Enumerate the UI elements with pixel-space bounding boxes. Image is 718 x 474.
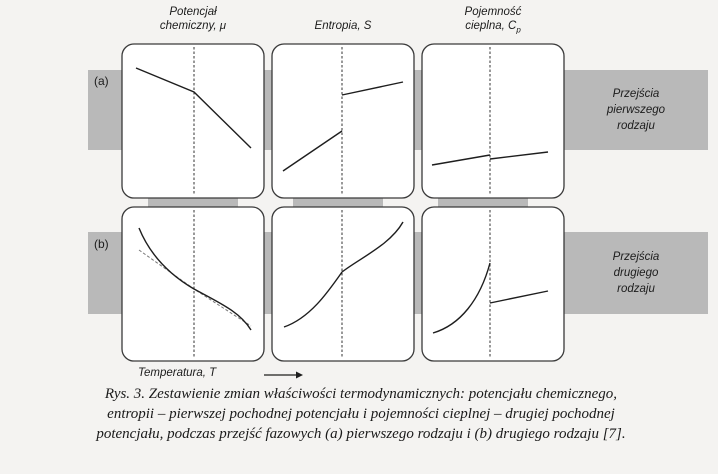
column-header-line: chemiczny, μ bbox=[159, 20, 227, 32]
side-box-row-a bbox=[563, 70, 708, 150]
column-header-entropy: Entropia, S bbox=[283, 19, 403, 33]
panel-b-chemical-potential bbox=[121, 206, 265, 362]
curve-a-cp-high bbox=[489, 151, 549, 160]
side-box-row-b bbox=[563, 232, 708, 314]
curve-a-mu bbox=[135, 67, 252, 149]
row-label-a: (a) bbox=[94, 74, 109, 88]
column-header-line: cieplna, Cp bbox=[433, 19, 553, 37]
column-header-chemical-potential: Potencjał chemiczny, μ bbox=[133, 5, 253, 33]
figure-caption: Rys. 3. Zestawienie zmian właściwości te… bbox=[20, 384, 702, 444]
panel-a-entropy bbox=[271, 43, 415, 199]
curve-a-cp-low bbox=[431, 154, 491, 166]
row-label-b: (b) bbox=[94, 237, 109, 251]
column-header-heat-capacity: Pojemność cieplna, Cp bbox=[433, 5, 553, 37]
panel-a-chemical-potential bbox=[121, 43, 265, 199]
column-header-line: Entropia, S bbox=[314, 20, 372, 32]
curve-b-cp-high bbox=[489, 290, 549, 304]
curve-b-s bbox=[283, 221, 404, 328]
caption-line-3: potencjału, podczas przejść fazowych (a)… bbox=[96, 426, 626, 442]
figure-graphic bbox=[88, 43, 708, 379]
curve-a-s-high bbox=[341, 81, 404, 96]
column-header-line-text: cieplna, C bbox=[465, 20, 517, 32]
panel-b-entropy bbox=[271, 206, 415, 362]
right-arrow-icon bbox=[264, 371, 303, 379]
side-label-first-order: Przejścia pierwszego rodzaju bbox=[606, 88, 666, 132]
column-header-line: Pojemność bbox=[464, 6, 522, 18]
panel-a-heat-capacity bbox=[421, 43, 565, 199]
column-header-line: Potencjał bbox=[169, 6, 217, 18]
axis-label-temperature: Temperatura, T bbox=[138, 367, 217, 379]
curve-b-mu bbox=[138, 227, 252, 331]
phase-transition-figure: Potencjał chemiczny, μ Entropia, S Pojem… bbox=[88, 5, 708, 379]
curve-b-cp-rise bbox=[432, 262, 491, 334]
column-header-subscript: p bbox=[516, 25, 521, 35]
curve-a-s-low bbox=[282, 130, 343, 172]
panel-b-heat-capacity bbox=[421, 206, 565, 362]
caption-line-2: entropii – pierwszej pochodnej potencjał… bbox=[107, 406, 615, 422]
caption-line-1: Rys. 3. Zestawienie zmian właściwości te… bbox=[104, 386, 618, 402]
side-label-second-order: Przejścia drugiego rodzaju bbox=[612, 251, 660, 295]
